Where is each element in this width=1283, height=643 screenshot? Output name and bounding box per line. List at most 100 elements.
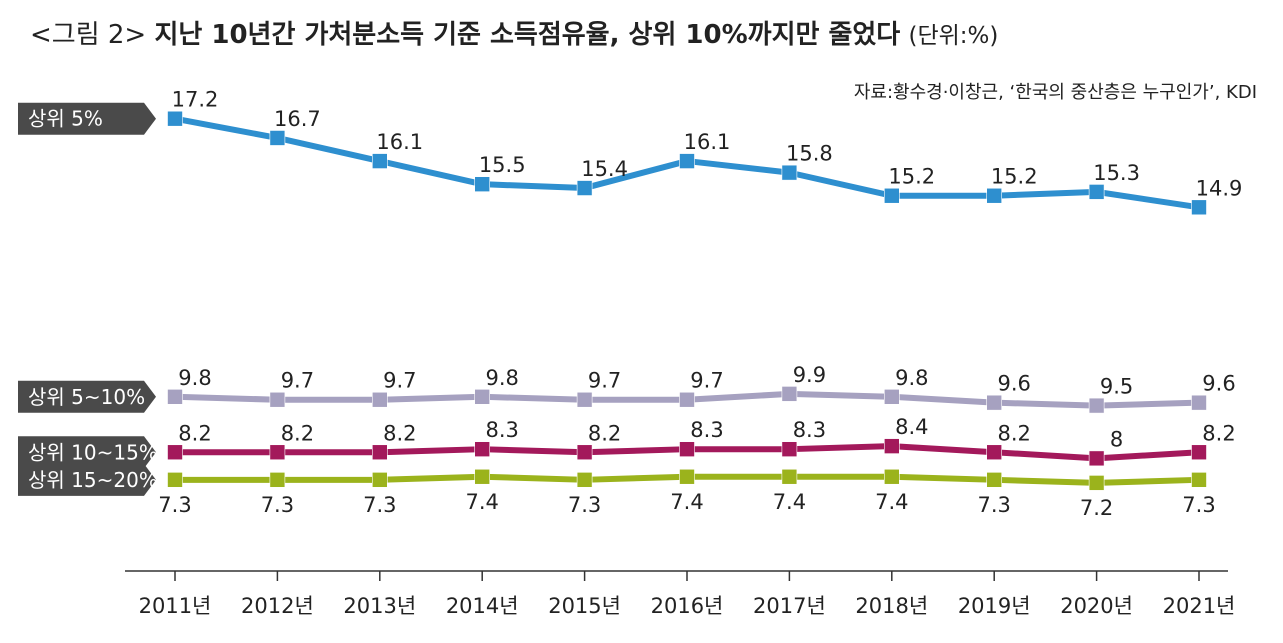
data-label: 8.4 <box>895 415 928 439</box>
x-tick-label: 2021년 <box>1163 594 1236 618</box>
x-tick-label: 2017년 <box>753 594 826 618</box>
data-label: 14.9 <box>1196 176 1243 200</box>
data-point-marker <box>781 386 798 402</box>
data-label: 7.3 <box>261 493 294 517</box>
data-label: 7.3 <box>363 493 396 517</box>
data-point-marker <box>679 441 695 457</box>
data-point-marker <box>679 468 695 485</box>
data-point-marker <box>1191 472 1207 488</box>
data-point-marker <box>474 441 491 457</box>
data-point-marker <box>167 444 183 461</box>
data-label: 9.8 <box>895 366 928 390</box>
data-label: 7.4 <box>465 490 498 514</box>
chart-title: <그림 2> 지난 10년간 가처분소득 기준 소득점유율, 상위 10%까지만… <box>30 14 998 51</box>
data-point-marker <box>269 391 286 408</box>
data-label: 8 <box>1110 427 1123 451</box>
data-label: 9.5 <box>1100 375 1133 399</box>
title-unit: (단위:%) <box>908 23 999 49</box>
data-point-marker <box>1191 444 1207 461</box>
data-point-marker <box>986 394 1003 411</box>
series-tag-label: 상위 5~10% <box>28 385 145 409</box>
data-point-marker <box>474 468 491 485</box>
series-tag <box>18 102 156 135</box>
data-point-marker <box>1191 394 1207 411</box>
data-point-marker <box>167 472 183 488</box>
data-label: 16.1 <box>376 130 423 154</box>
data-point-marker <box>781 441 798 457</box>
series-tag-label: 상위 10~15% <box>28 440 158 464</box>
x-tick-label: 2011년 <box>139 594 212 618</box>
data-point-marker <box>474 176 491 192</box>
data-point-marker <box>1088 475 1105 491</box>
data-point-marker <box>167 388 183 405</box>
data-point-marker <box>986 472 1003 488</box>
data-point-marker <box>1088 397 1105 414</box>
data-label: 8.2 <box>588 421 621 445</box>
data-label: 7.3 <box>1182 493 1215 517</box>
data-label: 8.2 <box>383 421 416 445</box>
data-label: 7.3 <box>568 493 601 517</box>
data-label: 9.9 <box>793 363 826 387</box>
data-point-marker <box>269 130 286 146</box>
data-label: 9.7 <box>383 369 416 393</box>
x-tick-label: 2018년 <box>855 594 928 618</box>
data-label: 8.3 <box>793 418 826 442</box>
data-label: 7.4 <box>875 490 908 514</box>
data-label: 7.3 <box>158 493 191 517</box>
data-point-marker <box>474 388 491 405</box>
data-point-marker <box>1191 199 1207 216</box>
series-tag <box>18 463 156 496</box>
series-tag-label: 상위 5% <box>28 107 103 131</box>
data-point-marker <box>883 187 900 204</box>
data-label: 17.2 <box>172 88 219 112</box>
data-point-marker <box>269 472 286 488</box>
x-tick-label: 2020년 <box>1060 594 1133 618</box>
data-label: 16.1 <box>684 130 731 154</box>
data-label: 8.2 <box>281 421 314 445</box>
x-tick-label: 2012년 <box>241 594 314 618</box>
x-tick-label: 2016년 <box>651 594 724 618</box>
data-point-marker <box>679 391 695 408</box>
data-label: 7.3 <box>977 493 1010 517</box>
data-label: 15.5 <box>479 153 526 177</box>
data-point-marker <box>371 472 388 488</box>
data-label: 8.2 <box>178 421 211 445</box>
data-point-marker <box>167 110 183 127</box>
data-label: 7.4 <box>773 490 806 514</box>
data-label: 7.4 <box>670 490 703 514</box>
data-label: 15.3 <box>1093 161 1140 185</box>
series-tag-label: 상위 15~20% <box>28 468 158 492</box>
data-point-marker <box>576 180 593 196</box>
data-point-marker <box>1088 184 1105 200</box>
data-label: 15.8 <box>786 142 833 166</box>
data-point-marker <box>781 164 798 181</box>
title-prefix: <그림 2> <box>30 20 147 50</box>
data-point-marker <box>371 444 388 461</box>
data-label: 15.4 <box>581 157 628 181</box>
data-label: 9.7 <box>281 369 314 393</box>
data-label: 9.6 <box>997 372 1030 396</box>
data-point-marker <box>883 388 900 405</box>
data-point-marker <box>576 444 593 461</box>
data-label: 15.2 <box>991 165 1038 189</box>
data-point-marker <box>883 438 900 454</box>
data-point-marker <box>883 468 900 485</box>
data-point-marker <box>781 468 798 485</box>
data-label: 9.7 <box>588 369 621 393</box>
data-label: 8.2 <box>997 421 1030 445</box>
data-point-marker <box>269 444 286 461</box>
data-label: 16.7 <box>274 107 321 131</box>
data-label: 15.2 <box>888 165 935 189</box>
data-point-marker <box>576 391 593 408</box>
data-label: 9.8 <box>485 366 518 390</box>
data-point-marker <box>679 153 695 169</box>
data-label: 8.2 <box>1202 421 1235 445</box>
data-point-marker <box>371 153 388 169</box>
data-label: 8.3 <box>485 418 518 442</box>
data-point-marker <box>986 444 1003 461</box>
data-point-marker <box>986 187 1003 204</box>
data-point-marker <box>1088 450 1105 467</box>
x-tick-label: 2014년 <box>446 594 519 618</box>
data-label: 9.8 <box>178 366 211 390</box>
data-label: 7.2 <box>1080 496 1113 520</box>
